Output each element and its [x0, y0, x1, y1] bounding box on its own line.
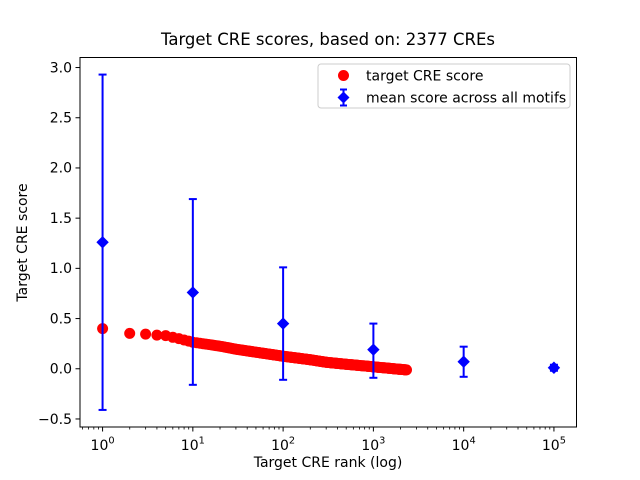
legend: target CRE score mean score across all m… — [317, 63, 571, 109]
series-target-cre-score — [97, 323, 412, 376]
y-tick-label: 0.5 — [50, 311, 72, 327]
legend-circle-marker-icon — [338, 70, 349, 81]
blue-diamond-point — [457, 355, 470, 368]
blue-diamond-point — [547, 361, 561, 374]
y-tick-label: 1.0 — [50, 261, 72, 277]
blue-diamond-point — [96, 236, 109, 249]
red-data-point — [401, 364, 412, 376]
y-tick-label: 3.0 — [50, 60, 72, 76]
x-tick-label: 104 — [452, 436, 476, 455]
legend-label-target-cre-score: target CRE score — [366, 69, 483, 85]
axes-frame — [79, 57, 577, 428]
series-mean-score-across-motifs — [96, 73, 561, 411]
x-tick-label: 105 — [542, 436, 566, 455]
y-tick-label: 1.5 — [50, 211, 72, 227]
y-tick-label: 2.5 — [50, 111, 72, 127]
red-data-point — [124, 327, 136, 339]
y-tick-label: 0.0 — [50, 362, 72, 378]
legend-diamond-errorbar-marker-icon — [337, 88, 350, 107]
legend-label-mean-score: mean score across all motifs — [366, 91, 566, 107]
y-tick-label: −0.5 — [38, 412, 72, 428]
plot-area: 100 101 102 103 104 105 3.0 2.5 2.0 1.5 1.0 0.5 0.0 −… — [38, 57, 577, 455]
red-data-point — [140, 328, 152, 340]
x-tick-label: 103 — [361, 436, 385, 455]
x-axis-label: Target CRE rank (log) — [253, 455, 403, 471]
blue-diamond-point — [276, 317, 290, 330]
legend-box — [317, 63, 571, 109]
y-axis-label: Target CRE score — [15, 183, 31, 302]
x-tick-label: 102 — [271, 436, 295, 455]
x-tick-label: 100 — [91, 436, 115, 455]
chart-title: Target CRE scores, based on: 2377 CREs — [160, 30, 495, 49]
blue-diamond-point — [186, 286, 200, 299]
red-data-point — [151, 329, 163, 341]
blue-diamond-point — [367, 343, 380, 356]
y-tick-label: 2.0 — [50, 161, 72, 177]
x-tick-label: 101 — [181, 436, 205, 455]
